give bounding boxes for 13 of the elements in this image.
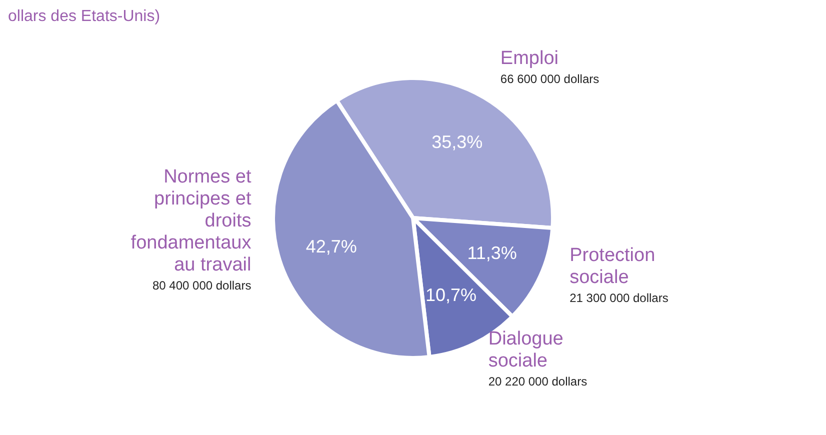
slice-label: Emploi bbox=[500, 48, 558, 69]
text: 66 600 000 dollars bbox=[500, 72, 600, 86]
text: 20 220 000 dollars bbox=[488, 374, 588, 389]
text: 21 300 000 dollars bbox=[570, 291, 668, 306]
slice-label: Protection sociale bbox=[570, 245, 656, 288]
data-label: 11,3% bbox=[467, 242, 517, 263]
chart-title: ollars des Etats-Unis) bbox=[8, 8, 160, 25]
data-label: 35,3% bbox=[432, 132, 483, 152]
text: 80 400 000 dollars bbox=[152, 278, 252, 292]
slice-label: Normes et principes et droits fondamentaux au travail bbox=[130, 166, 252, 276]
slice-label: Dialogue sociale bbox=[488, 328, 564, 372]
data-label: 42,7% bbox=[306, 236, 357, 256]
data-label: 10,7% bbox=[426, 285, 477, 306]
